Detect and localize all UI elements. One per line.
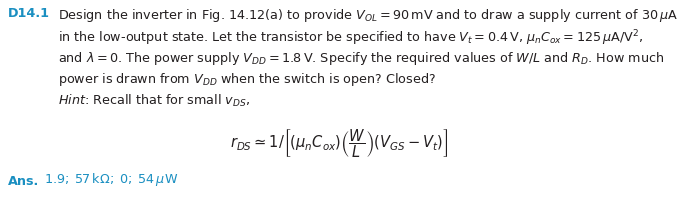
- Text: power is drawn from $V_{DD}$ when the switch is open? Closed?: power is drawn from $V_{DD}$ when the sw…: [58, 72, 436, 88]
- Text: in the low-output state. Let the transistor be specified to have $V_t=0.4\,\math: in the low-output state. Let the transis…: [58, 28, 643, 48]
- Text: $r_{DS}\simeq 1/\left[\left(\mu_n C_{ox}\right)\left(\dfrac{W}{L}\right)\left(V_: $r_{DS}\simeq 1/\left[\left(\mu_n C_{ox}…: [230, 127, 448, 160]
- Text: Ans.: Ans.: [8, 175, 39, 188]
- Text: D14.1: D14.1: [8, 7, 50, 20]
- Text: $\mathit{Hint}$: Recall that for small $v_{DS}$,: $\mathit{Hint}$: Recall that for small $…: [58, 93, 250, 109]
- Text: Design the inverter in Fig. 14.12(a) to provide $V_{OL}=90\,\mathrm{mV}$ and to : Design the inverter in Fig. 14.12(a) to …: [58, 7, 678, 24]
- Text: and $\lambda=0$. The power supply $V_{DD}=1.8\,\mathrm{V}$. Specify the required: and $\lambda=0$. The power supply $V_{DD…: [58, 50, 664, 67]
- Text: $1.9;\; 57\,\mathrm{k\Omega};\; 0;\; 54\,\mu\mathrm{W}$: $1.9;\; 57\,\mathrm{k\Omega};\; 0;\; 54\…: [44, 171, 178, 188]
